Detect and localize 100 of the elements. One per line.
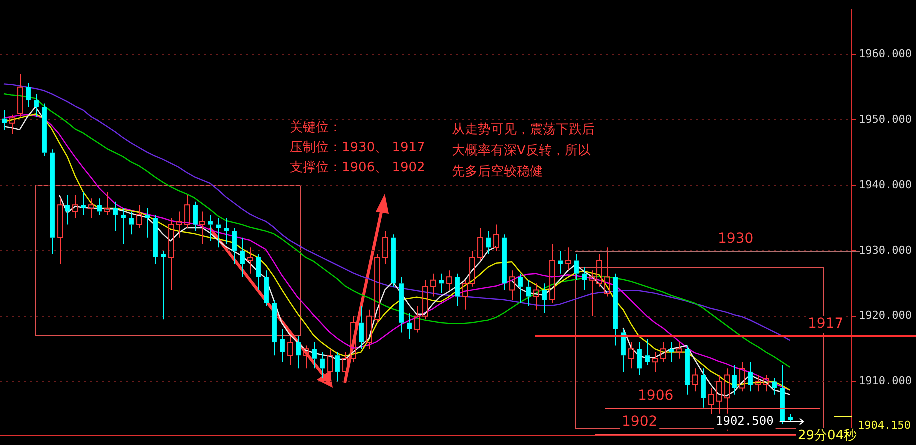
candlestick (328, 348, 334, 379)
candlestick (272, 300, 277, 356)
annotation: 压制位：1930、 1917 (290, 140, 426, 156)
candlestick (446, 270, 452, 291)
candlestick (604, 247, 610, 298)
annotation: 支撑位：1906、 1902 (290, 160, 426, 176)
candlestick (320, 352, 325, 379)
candlestick (350, 316, 356, 363)
candlestick (534, 283, 540, 310)
candlestick (208, 214, 213, 242)
candlestick (669, 342, 674, 363)
y-tick-label: 1920.000 (859, 309, 912, 322)
candlestick (748, 362, 753, 392)
candlestick (240, 237, 245, 278)
candlestick (366, 309, 372, 350)
candlestick (701, 368, 706, 408)
candlestick (335, 352, 340, 382)
candlestick (34, 93, 39, 118)
y-tick-label: 1960.000 (859, 48, 912, 61)
candlestick (161, 250, 166, 320)
candlestick (10, 114, 16, 136)
candlestick (2, 110, 7, 130)
candlestick (486, 230, 491, 255)
candlestick (518, 273, 523, 304)
candlestick (502, 234, 507, 291)
candlestick (342, 352, 348, 379)
ref-line-label: 1917 (808, 316, 844, 332)
candlestick (129, 211, 134, 236)
candlestick (478, 228, 484, 262)
candlestick (756, 374, 762, 392)
y-tick-label: 1940.000 (859, 178, 912, 192)
candlestick (359, 306, 364, 350)
candlestick (422, 280, 428, 320)
candlestick (184, 194, 190, 229)
candlestick (18, 74, 24, 118)
candlestick (772, 378, 777, 396)
annotation: 1902.500 (716, 414, 774, 428)
candlestick (652, 352, 658, 372)
candlestick (566, 247, 572, 272)
candlestick (414, 306, 420, 334)
candlestick (399, 276, 404, 334)
candlestick (732, 364, 737, 396)
candlestick (582, 266, 587, 291)
candlestick (136, 204, 142, 229)
candlestick (104, 192, 110, 216)
candlestick (692, 368, 698, 392)
y-tick-label: 1950.000 (859, 112, 912, 126)
candlestick (660, 342, 666, 363)
candlestick (708, 388, 714, 415)
candlestick (510, 270, 516, 301)
candlestick (81, 192, 86, 216)
annotation: 从走势可见，震荡下跌后 (452, 122, 595, 138)
candlestick (97, 198, 102, 216)
candlestick (382, 230, 388, 265)
annotation: 先多后空较稳健 (452, 164, 543, 180)
candlestick (764, 374, 770, 392)
candlestick (193, 201, 198, 232)
annotation: 关键位： (290, 120, 342, 136)
candlestick (216, 218, 221, 248)
candlestick (88, 198, 94, 219)
candlestick (288, 335, 294, 366)
candlestick (65, 194, 70, 226)
candlestick (264, 270, 269, 308)
candlestick (550, 244, 556, 304)
candlestick (200, 211, 206, 245)
text: 29分04秒 (798, 428, 858, 444)
text: 1904.150 (858, 418, 911, 432)
candlestick (740, 362, 746, 392)
candlestick (574, 254, 579, 281)
candlestick (224, 218, 229, 245)
candlestick (780, 364, 785, 425)
candlestick (153, 214, 158, 265)
candlestick (455, 273, 460, 308)
candlestick (248, 247, 254, 274)
y-tick-label: 1910.000 (859, 374, 912, 388)
candlestick (58, 198, 64, 265)
candlestick (613, 273, 618, 346)
candlestick (628, 342, 634, 370)
candlestick (621, 328, 626, 372)
candlestick (430, 273, 436, 298)
candlestick (407, 312, 412, 340)
annotation: 大概率有深V反转，所以 (452, 142, 591, 158)
candlestick (788, 414, 793, 422)
candlestick (26, 83, 31, 108)
candlestick (256, 254, 261, 291)
y-tick-label: 1930.000 (859, 244, 912, 257)
candlestick (391, 234, 396, 288)
candlestick (145, 208, 150, 238)
candlestick (374, 254, 380, 324)
candlestick (685, 345, 690, 396)
candlestick (439, 273, 444, 294)
candlestick (121, 208, 126, 245)
candlestick (50, 149, 55, 255)
candlestick (637, 342, 642, 376)
candlestick (676, 342, 682, 360)
candlestick (304, 345, 310, 370)
candlestick (494, 224, 500, 252)
candlestick (526, 280, 531, 308)
candlestick (645, 338, 650, 366)
ref-line-label: 1906 (638, 388, 674, 404)
